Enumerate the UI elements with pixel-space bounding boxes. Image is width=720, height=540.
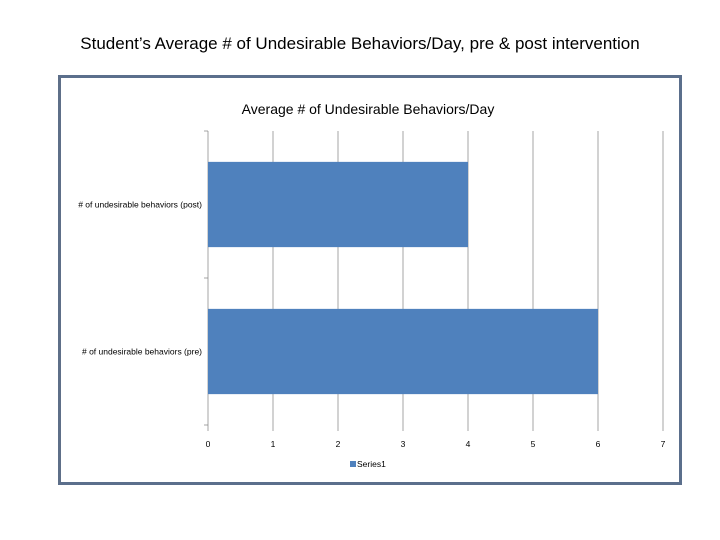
- chart-title: Average # of Undesirable Behaviors/Day: [242, 101, 495, 117]
- bar: [208, 161, 468, 248]
- chart-frame: [58, 75, 682, 485]
- legend: Series1: [350, 459, 386, 469]
- x-tick-label: 7: [661, 439, 666, 449]
- x-tick-label: 1: [271, 439, 276, 449]
- x-tick-label: 6: [596, 439, 601, 449]
- bars: [208, 161, 598, 395]
- x-tick-labels: 0 1 2 3 4 5 6 7: [206, 439, 666, 449]
- slide-title: Student’s Average # of Undesirable Behav…: [80, 34, 640, 53]
- legend-label: Series1: [357, 459, 386, 469]
- x-tick-label: 2: [336, 439, 341, 449]
- legend-swatch: [350, 461, 356, 467]
- x-tick-label: 0: [206, 439, 211, 449]
- bar: [208, 308, 598, 395]
- category-label: # of undesirable behaviors (post): [78, 200, 202, 210]
- x-tick-label: 3: [401, 439, 406, 449]
- x-tick-label: 5: [531, 439, 536, 449]
- x-tick-label: 4: [466, 439, 471, 449]
- category-label: # of undesirable behaviors (pre): [82, 347, 202, 357]
- category-labels: # of undesirable behaviors (post) # of un…: [78, 200, 202, 357]
